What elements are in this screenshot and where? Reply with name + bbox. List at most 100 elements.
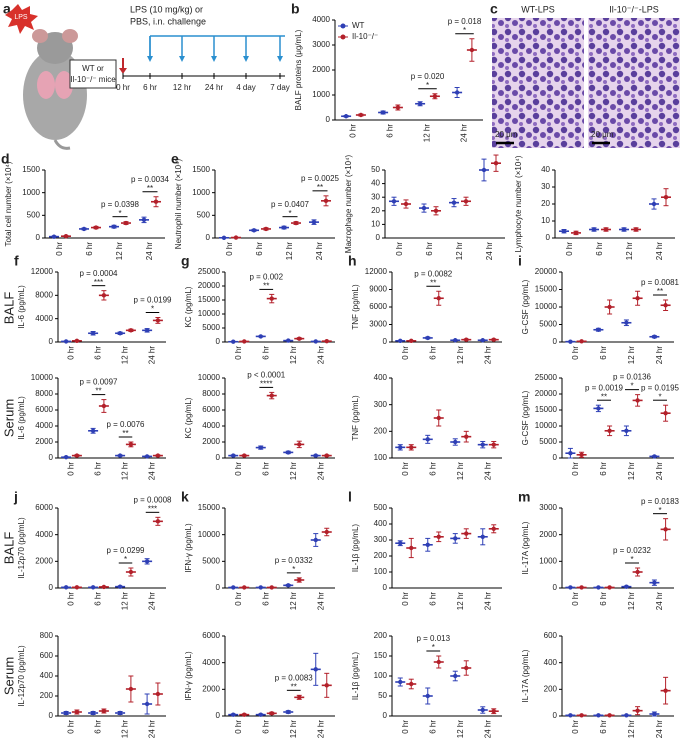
tail xyxy=(53,139,71,150)
mean-dot xyxy=(403,201,409,207)
panel: 0 2000 4000 6000 IL-12p70 (pg/mL) j 0 hr 6 hr 12… xyxy=(13,489,172,611)
x-tick-label: 12 hr xyxy=(456,720,465,738)
panel-letter: m xyxy=(518,489,530,505)
y-tick-label: 2000 xyxy=(202,684,220,693)
x-tick-label: 24 hr xyxy=(148,592,157,611)
mean-dot xyxy=(398,338,403,344)
strain-label: WT or xyxy=(82,64,104,73)
p-value: p = 0.020 xyxy=(411,72,445,81)
y-axis-label: G-CSF (pg/mL) xyxy=(521,279,530,334)
x-tick-label: 0 hr xyxy=(401,462,410,476)
y-tick-label: 12000 xyxy=(31,267,54,276)
y-tick-label: 3000 xyxy=(539,503,557,512)
y-tick-label: 0 xyxy=(376,233,381,242)
x-tick-label: 6 hr xyxy=(425,242,434,256)
y-tick-label: 10000 xyxy=(535,302,558,311)
y-tick-label: 600 xyxy=(544,631,558,640)
time-label: 0 hr xyxy=(116,83,130,92)
panel: 0 10 20 30 40 50 Macrophage number (×10⁴) 0 hr 6… xyxy=(344,154,505,260)
mean-dot xyxy=(409,338,414,344)
mean-dot xyxy=(480,707,485,713)
panel: 100 200 300 400 TNF (pg/mL) 0 hr 6 hr 12 hr 24 h… xyxy=(351,373,502,480)
y-tick-label: 600 xyxy=(40,651,54,660)
y-tick-label: 200 xyxy=(374,551,388,560)
schematic: a LPS WT or Il-10⁻/⁻ mice LPS (10 mg/kg)… xyxy=(3,1,285,150)
x-tick-label: 12 hr xyxy=(289,592,298,611)
mouse-ear xyxy=(62,29,78,43)
panel-letter: g xyxy=(181,253,190,269)
mean-dot xyxy=(463,199,469,204)
y-tick-label: 8000 xyxy=(35,389,53,398)
mean-dot xyxy=(269,393,274,398)
y-tick-label: 50 xyxy=(378,691,387,700)
mean-dot xyxy=(63,585,69,590)
mean-dot xyxy=(568,713,573,718)
sig-stars: * xyxy=(630,382,633,391)
mean-dot xyxy=(313,339,318,344)
y-tick-label: 10000 xyxy=(198,530,221,539)
mean-dot xyxy=(480,338,485,343)
p-value: p = 0.0332 xyxy=(275,556,314,565)
mean-dot xyxy=(453,673,458,679)
mean-dot xyxy=(469,47,475,53)
p-value: p = 0.0299 xyxy=(106,546,145,555)
panel: 0 1000 2000 3000 IL-17A (pg/mL) m 0 hr 6 hr 12 h… xyxy=(518,489,680,611)
x-tick-label: 6 hr xyxy=(599,720,608,734)
x-tick-label: 6 hr xyxy=(261,462,270,476)
y-tick-label: 200 xyxy=(374,631,388,640)
y-axis-label: Neutrophil number (×10⁴) xyxy=(174,158,183,249)
mean-dot xyxy=(624,713,629,718)
legend-label: WT xyxy=(352,21,365,30)
mean-dot xyxy=(286,450,291,455)
mean-dot xyxy=(480,534,485,539)
p-value: p = 0.013 xyxy=(416,634,450,643)
x-tick-label: 6 hr xyxy=(261,346,270,360)
y-tick-label: 1000 xyxy=(312,90,330,99)
panel: 0 500 1000 1500 Neutrophil number (×10⁴)e 0 h… xyxy=(171,151,340,261)
x-tick-label: 6 hr xyxy=(94,346,103,360)
panel-letter: a xyxy=(3,1,11,17)
x-tick-label: 6 hr xyxy=(94,462,103,476)
y-axis-label: IL-1β (pg/mL) xyxy=(351,524,360,573)
y-tick-label: 0 xyxy=(216,453,221,462)
mean-dot xyxy=(591,227,597,232)
x-tick-label: 0 hr xyxy=(67,462,76,476)
mean-dot xyxy=(652,580,657,585)
x-tick-label: 24 hr xyxy=(483,720,492,738)
y-tick-label: 0 xyxy=(546,233,551,242)
mean-dot xyxy=(101,708,107,714)
row-label: BALF xyxy=(1,532,16,565)
y-tick-label: 5000 xyxy=(202,556,220,565)
challenge-label: PBS, i.n. challenge xyxy=(130,16,206,26)
sample-arrow-head xyxy=(179,56,185,62)
mean-dot xyxy=(101,584,107,590)
y-tick-label: 4000 xyxy=(35,421,53,430)
mean-dot xyxy=(607,585,612,590)
y-tick-label: 9000 xyxy=(369,285,387,294)
y-tick-label: 1000 xyxy=(22,188,40,197)
x-tick-label: 24 hr xyxy=(655,346,664,365)
y-tick-label: 100 xyxy=(374,671,388,680)
x-tick-label: 0 hr xyxy=(401,592,410,606)
x-tick-label: 12 hr xyxy=(627,592,636,611)
sig-stars: *** xyxy=(148,504,157,513)
y-tick-label: 0 xyxy=(553,583,558,592)
x-tick-label: 6 hr xyxy=(261,720,270,734)
y-tick-label: 400 xyxy=(374,519,388,528)
mean-dot xyxy=(117,584,123,589)
mean-dot xyxy=(311,219,317,225)
mean-dot xyxy=(155,318,161,323)
mean-dot xyxy=(453,536,458,541)
panel-letter: i xyxy=(518,253,522,269)
mean-dot xyxy=(63,339,69,344)
y-tick-label: 1000 xyxy=(539,556,557,565)
lung xyxy=(37,71,55,99)
x-tick-label: 12 hr xyxy=(121,346,130,365)
x-tick-label: 24 hr xyxy=(148,462,157,481)
mean-dot xyxy=(464,531,469,536)
x-tick-label: 0 hr xyxy=(571,592,580,606)
sig-stars: * xyxy=(463,26,466,35)
mean-dot xyxy=(128,569,134,575)
x-tick-label: 24 hr xyxy=(655,462,664,481)
y-tick-label: 500 xyxy=(27,210,41,219)
